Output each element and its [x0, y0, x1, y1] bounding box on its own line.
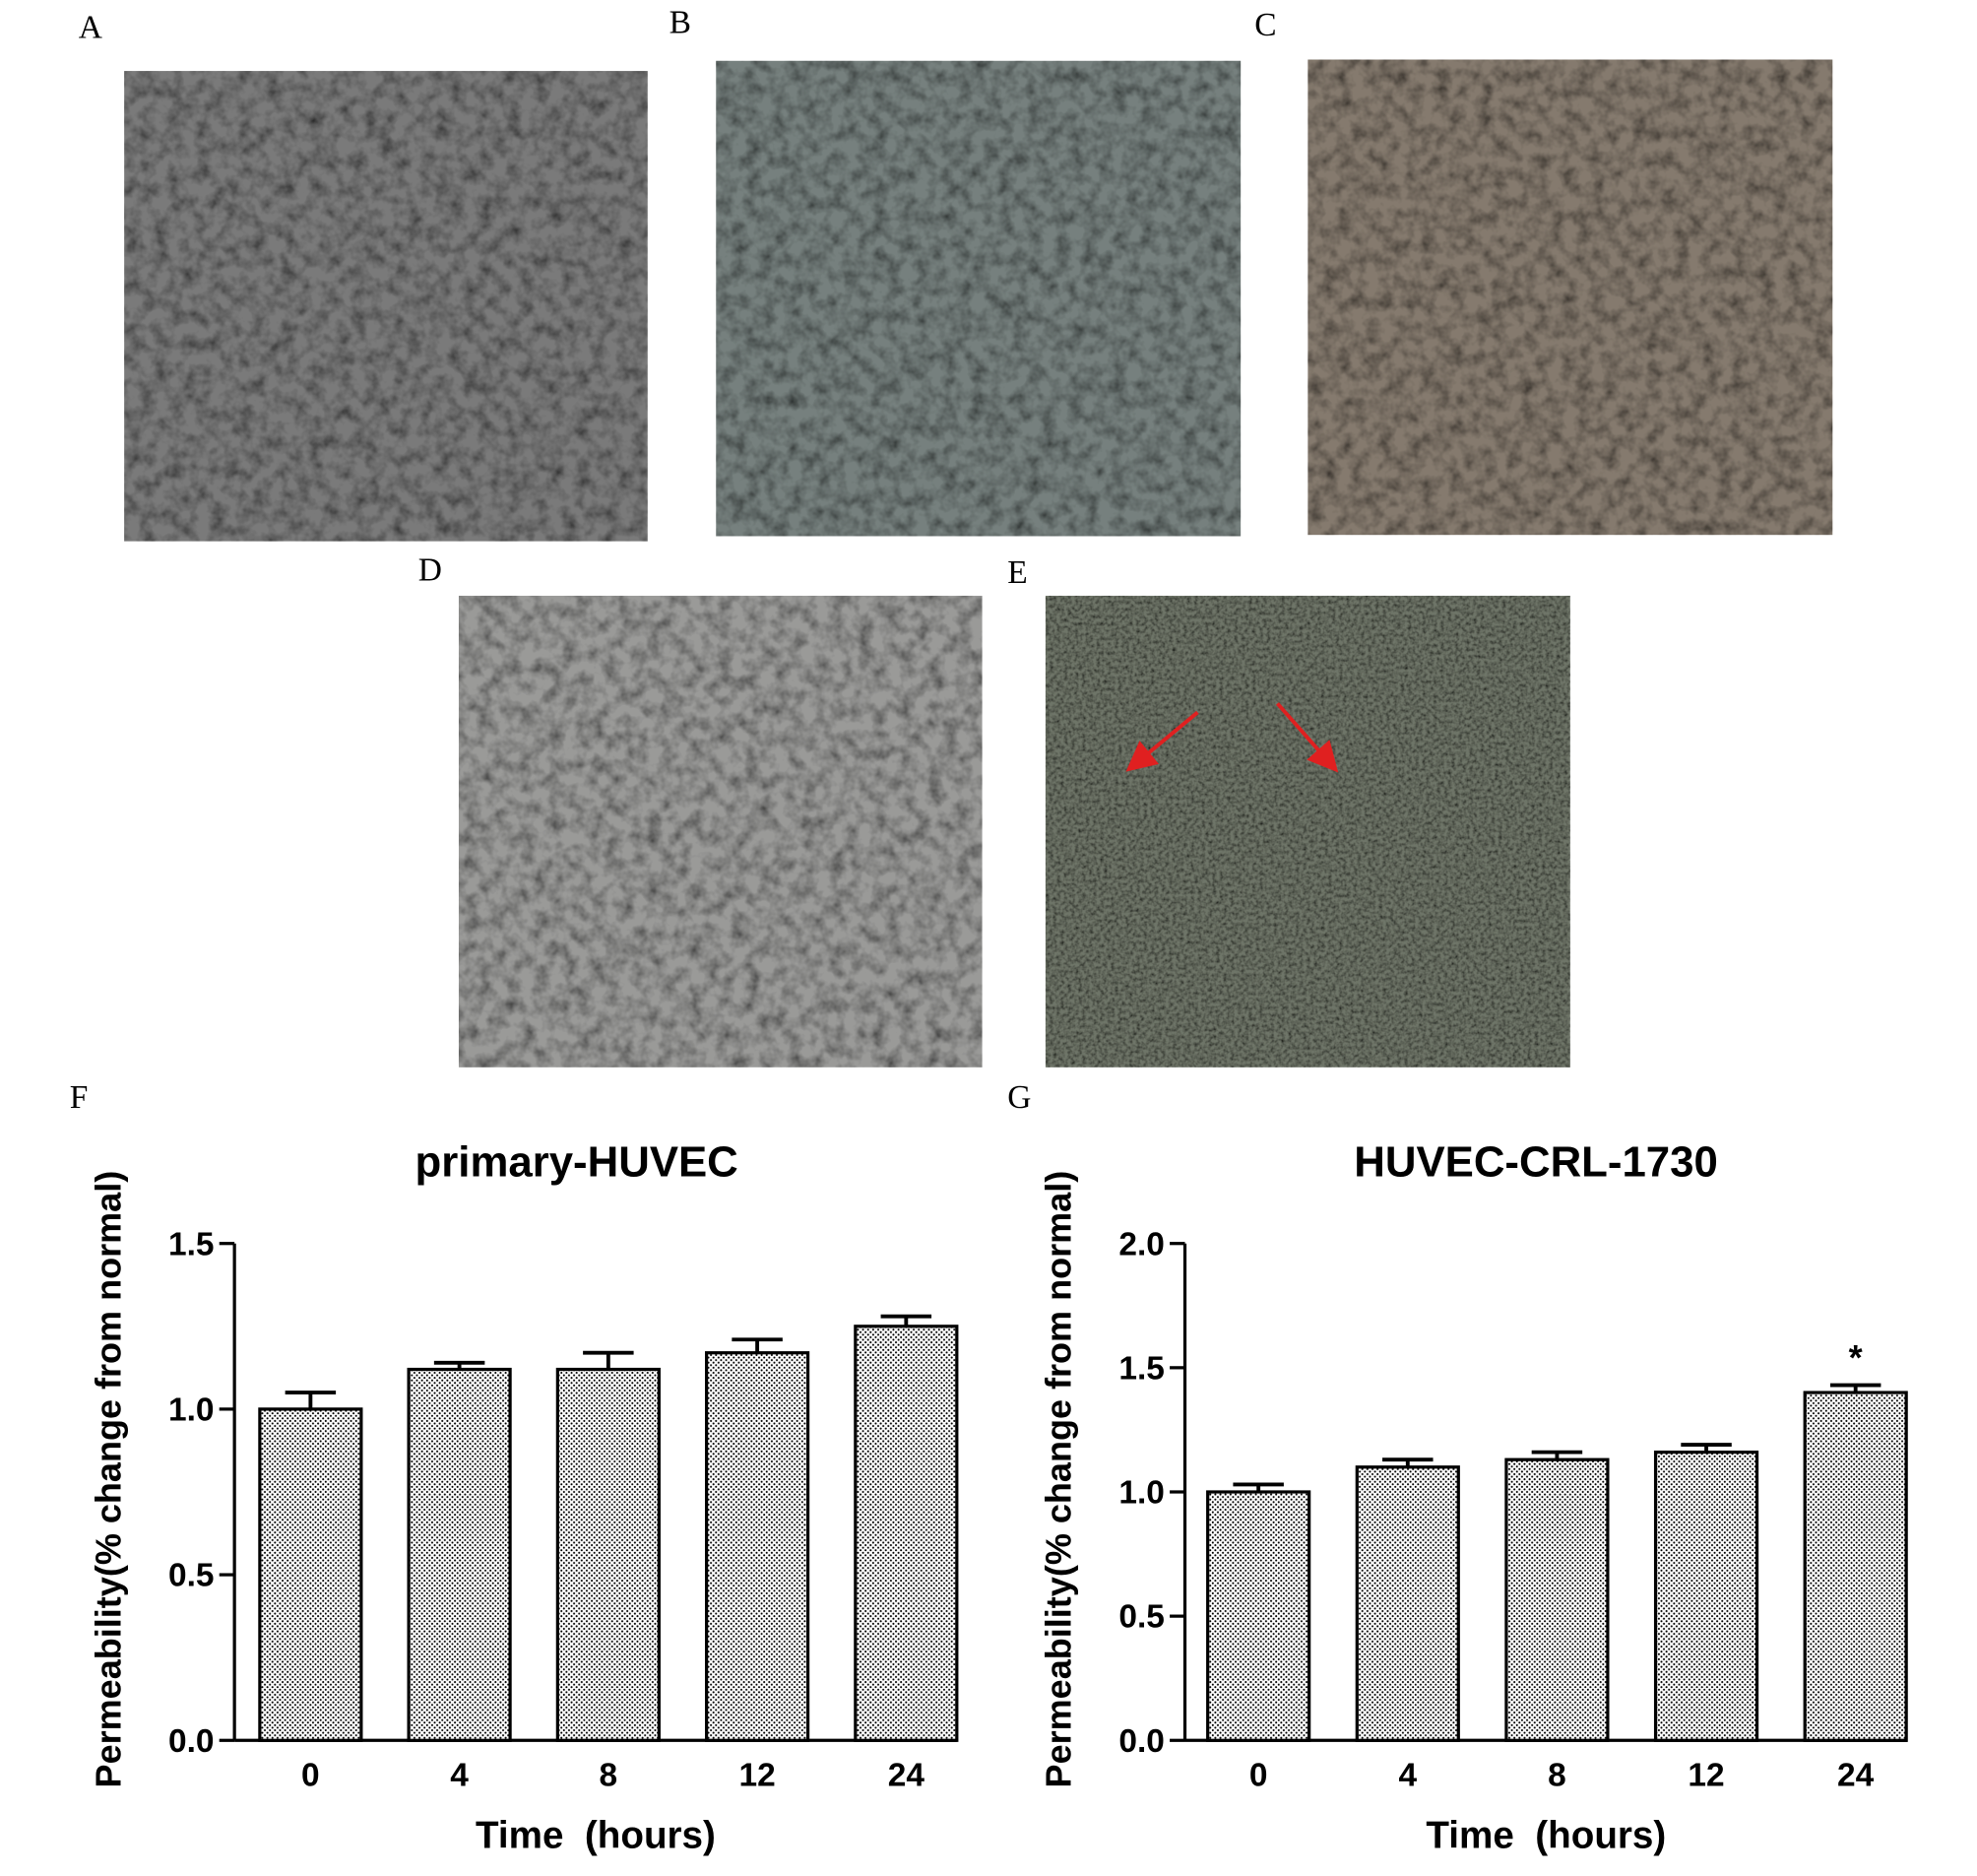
bar — [704, 1351, 810, 1742]
arrow — [1276, 702, 1339, 773]
y-tick-label: 0.0 — [1118, 1723, 1165, 1760]
x-tick-label: 4 — [450, 1758, 469, 1794]
panel-label: C — [1254, 7, 1276, 43]
panel-label: A — [79, 10, 102, 46]
chart-title: primary-HUVEC — [415, 1137, 738, 1186]
y-tick-label: 1.5 — [1118, 1350, 1165, 1387]
bar — [1355, 1465, 1460, 1742]
y-tick-label: 0.5 — [168, 1558, 215, 1594]
x-tick-label: 8 — [600, 1758, 618, 1794]
bar — [407, 1367, 512, 1742]
panel-label: F — [70, 1079, 89, 1116]
y-axis-label: Permeability(% change from normal) — [88, 1171, 128, 1788]
panel-label: E — [1007, 554, 1027, 591]
micrograph — [716, 60, 1242, 537]
panel-label: B — [670, 4, 691, 40]
x-axis-label: Time (hours) — [1426, 1815, 1666, 1857]
x-tick-label: 4 — [1398, 1758, 1417, 1794]
x-axis-label: Time (hours) — [476, 1815, 716, 1857]
panel-label: D — [418, 552, 442, 589]
micrograph — [1045, 595, 1570, 1067]
x-tick-label: 24 — [888, 1758, 925, 1794]
x-tick-label: 12 — [1688, 1758, 1724, 1794]
x-tick-label: 0 — [301, 1758, 320, 1794]
bar — [1803, 1391, 1908, 1742]
arrow — [1125, 710, 1199, 772]
x-tick-label: 0 — [1249, 1758, 1268, 1794]
x-tick-label: 8 — [1548, 1758, 1566, 1794]
bar — [1504, 1457, 1610, 1742]
x-tick-label: 12 — [738, 1758, 775, 1794]
x-tick-label: 24 — [1837, 1758, 1875, 1794]
micrograph — [124, 71, 648, 542]
annotation: * — [1849, 1337, 1863, 1378]
panel-label: G — [1007, 1079, 1031, 1116]
bar — [1653, 1451, 1759, 1742]
chart-title: HUVEC-CRL-1730 — [1354, 1137, 1718, 1186]
y-tick-label: 1.0 — [1118, 1475, 1165, 1512]
y-axis-label: Permeability(% change from normal) — [1039, 1171, 1079, 1788]
micrograph — [1307, 59, 1833, 536]
y-tick-label: 0.0 — [168, 1723, 215, 1760]
y-tick-label: 1.5 — [168, 1226, 215, 1262]
y-tick-label: 1.0 — [168, 1391, 215, 1428]
y-tick-label: 2.0 — [1118, 1226, 1165, 1262]
bar — [555, 1367, 661, 1742]
bar — [258, 1407, 363, 1742]
micrograph — [458, 595, 983, 1067]
bar — [854, 1325, 959, 1742]
y-tick-label: 0.5 — [1118, 1599, 1165, 1636]
bar — [1206, 1490, 1311, 1742]
